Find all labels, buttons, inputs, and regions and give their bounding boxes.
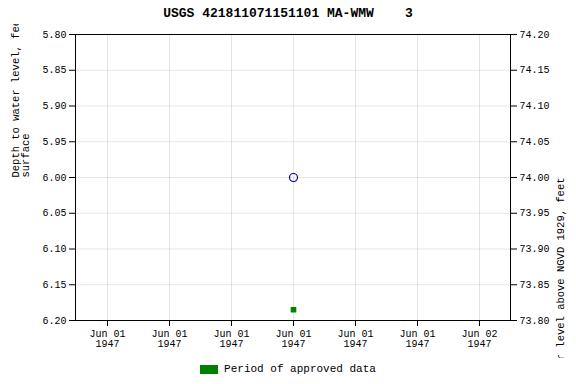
svg-text:74.15: 74.15 [520, 65, 550, 76]
svg-text:73.85: 73.85 [520, 280, 550, 291]
svg-text:Jun 011947: Jun 011947 [275, 329, 311, 350]
svg-text:Jun 011947: Jun 011947 [151, 329, 187, 350]
svg-text:Jun 011947: Jun 011947 [213, 329, 249, 350]
html-text:USGS 421811071151101 MA-WMW 3: USGS 421811071151101 MA-WMW 3 [163, 6, 413, 21]
svg-text:6.05: 6.05 [42, 208, 66, 219]
svg-text:5.95: 5.95 [42, 137, 66, 148]
svg-text:73.80: 73.80 [520, 316, 550, 327]
svg-text:Groundwater level above NGVD 1: Groundwater level above NGVD 1929, feet [555, 178, 567, 359]
svg-text:Jun 011947: Jun 011947 [399, 329, 435, 350]
svg-text:73.90: 73.90 [520, 244, 550, 255]
svg-text:6.00: 6.00 [42, 173, 66, 184]
svg-text:74.10: 74.10 [520, 101, 550, 112]
svg-text:74.20: 74.20 [520, 30, 550, 41]
svg-text:Depth to water level, feet bel: Depth to water level, feet below landsur… [10, 24, 33, 178]
svg-text:Jun 021947: Jun 021947 [461, 329, 497, 350]
svg-text:Jun 011947: Jun 011947 [89, 329, 125, 350]
html-text:Period of approved data: Period of approved data [224, 363, 376, 375]
svg-text:73.95: 73.95 [520, 208, 550, 219]
svg-text:74.00: 74.00 [520, 173, 550, 184]
svg-text:6.20: 6.20 [42, 316, 66, 327]
svg-text:5.90: 5.90 [42, 101, 66, 112]
svg-text:Jun 011947: Jun 011947 [337, 329, 373, 350]
svg-text:74.05: 74.05 [520, 137, 550, 148]
svg-text:6.15: 6.15 [42, 280, 66, 291]
svg-text:6.10: 6.10 [42, 244, 66, 255]
svg-text:5.85: 5.85 [42, 65, 66, 76]
svg-text:5.80: 5.80 [42, 30, 66, 41]
